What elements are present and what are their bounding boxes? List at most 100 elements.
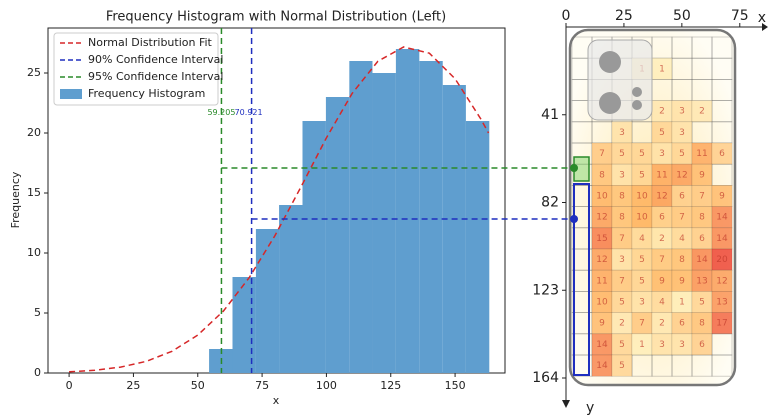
cell-label: 1 (679, 298, 685, 308)
camera-lens (599, 92, 621, 114)
cell-label: 3 (659, 340, 665, 350)
cell-label: 5 (639, 149, 645, 159)
y-tick-label: 15 (27, 186, 41, 199)
heat-cell (672, 249, 692, 271)
x-axis-label: x (273, 394, 280, 407)
x-tick-label: 0 (562, 8, 571, 24)
heat-cell (652, 164, 672, 186)
connector-dot (570, 215, 578, 223)
cell-label: 14 (696, 255, 708, 265)
grid-cell (711, 333, 733, 356)
cell-label: 5 (619, 340, 625, 350)
heat-cell (712, 270, 732, 292)
cell-label: 7 (659, 255, 665, 265)
cell-label: 5 (619, 149, 625, 159)
cell-label: 2 (619, 319, 625, 329)
cell-label: 8 (679, 255, 685, 265)
cell-label: 3 (639, 298, 645, 308)
cell-label: 6 (659, 213, 665, 223)
cell-label: 3 (679, 340, 685, 350)
camera-lens (599, 51, 621, 73)
bar (395, 49, 420, 373)
cell-label: 6 (679, 192, 685, 202)
heat-cell (692, 333, 712, 355)
ci-label: 59.205 (207, 108, 235, 117)
x-tick-label: 25 (615, 8, 633, 24)
heat-cell (612, 227, 632, 249)
grid-cell (691, 354, 713, 377)
cell-label: 9 (719, 192, 725, 202)
bar (465, 121, 490, 373)
x-tick-label: 100 (316, 379, 337, 392)
cell-label: 2 (659, 234, 665, 244)
grid-cell (711, 36, 733, 59)
heat-cell (652, 100, 672, 122)
grid-cell (691, 36, 713, 59)
heat-cell (652, 58, 672, 80)
y-tick-label: 5 (34, 306, 41, 319)
heat-cell (612, 121, 632, 143)
x-axis-label: x (758, 10, 766, 26)
cell-label: 5 (639, 255, 645, 265)
legend-label: 90% Confidence Interval (88, 53, 223, 66)
cell-label: 7 (619, 276, 625, 286)
cell-label: 10 (636, 192, 648, 202)
y-tick-label: 41 (541, 107, 559, 123)
cell-label: 12 (676, 170, 687, 180)
cell-label: 7 (699, 192, 705, 202)
legend-box (53, 32, 219, 106)
heat-cell (712, 143, 732, 165)
heat-cell (672, 206, 692, 228)
heat-cell (592, 185, 612, 207)
heat-cell (592, 312, 612, 334)
cell-label: 10 (636, 213, 648, 223)
x-tick-label: 50 (191, 379, 205, 392)
cell-label: 5 (619, 298, 625, 308)
legend-label: Frequency Histogram (88, 87, 205, 100)
y-tick-label: 10 (27, 246, 41, 259)
cell-label: 6 (699, 340, 705, 350)
heat-cell (712, 206, 732, 228)
heat-cell (612, 355, 632, 377)
cell-label: 5 (679, 149, 685, 159)
grid-cell (631, 354, 653, 377)
heat-cell (672, 143, 692, 165)
heat-cell (692, 206, 712, 228)
heat-cell (652, 270, 672, 292)
y-tick-label: 123 (532, 282, 559, 298)
heat-cell (652, 291, 672, 313)
y-axis-label: y (586, 400, 594, 416)
phone-outline (568, 28, 737, 387)
grid-cell (571, 121, 593, 144)
heat-cell (712, 185, 732, 207)
heat-cell (712, 227, 732, 249)
heat-cell (632, 270, 652, 292)
x-tick-label: 125 (380, 379, 401, 392)
heat-cell (672, 312, 692, 334)
x-arrow (762, 23, 768, 31)
grid-cell (711, 79, 733, 102)
region-90 (573, 183, 590, 376)
cell-label: 14 (716, 234, 728, 244)
cell-label: 6 (679, 319, 685, 329)
cell-label: 9 (699, 170, 705, 180)
heat-cell (692, 100, 712, 122)
legend-label: 95% Confidence Interval (88, 70, 223, 83)
cell-label: 2 (659, 319, 665, 329)
cell-label: 12 (716, 276, 727, 286)
heat-cell (672, 227, 692, 249)
y-tick-label: 0 (34, 366, 41, 379)
grid-cell (671, 36, 693, 59)
heat-cell (612, 185, 632, 207)
heat-cell (612, 164, 632, 186)
heat-cell (592, 249, 612, 271)
grid-cell (671, 57, 693, 80)
heat-cell (612, 291, 632, 313)
x-tick-label: 75 (255, 379, 269, 392)
cell-label: 12 (596, 213, 607, 223)
cell-label: 5 (639, 170, 645, 180)
x-tick-label: 75 (731, 8, 749, 24)
heat-cell (592, 206, 612, 228)
cell-label: 8 (619, 192, 625, 202)
